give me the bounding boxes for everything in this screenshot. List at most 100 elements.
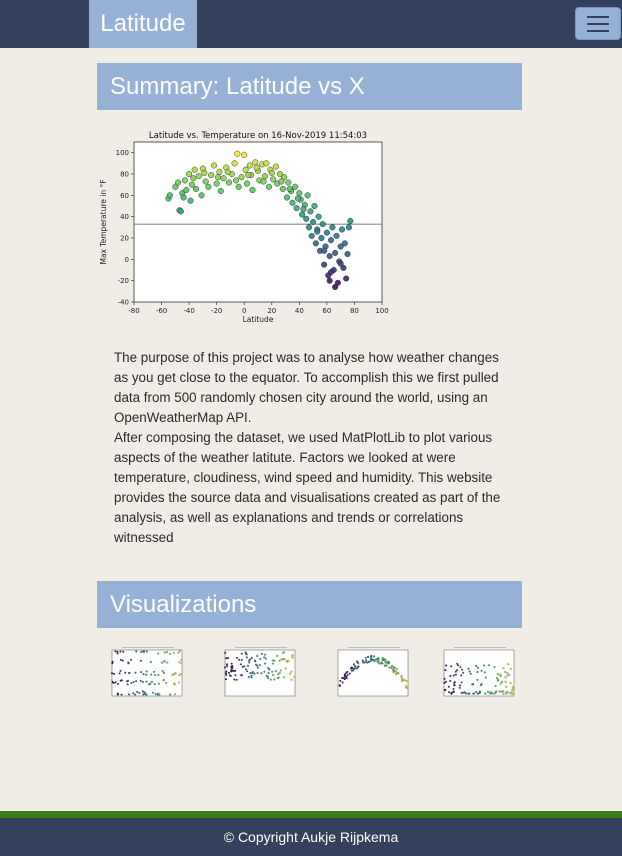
data-point [283, 194, 290, 201]
thumbnail-point [234, 674, 237, 677]
thumbnail-point [290, 678, 293, 681]
data-point [242, 166, 249, 173]
thumbnail-point [120, 693, 123, 696]
x-tick-label: -80 [128, 307, 139, 315]
thumbnail-point [153, 674, 156, 677]
data-point [308, 232, 315, 239]
thumbnail-point [512, 692, 515, 695]
thumbnail-point [230, 669, 233, 672]
thumbnail-point [489, 691, 492, 694]
data-point [261, 173, 268, 180]
thumbnail-point [138, 691, 141, 694]
thumbnail-point [506, 672, 509, 675]
thumbnail-point [284, 667, 287, 670]
thumbnail-point [142, 650, 145, 653]
thumbnail-point [392, 670, 395, 673]
thumbnail-point [179, 673, 182, 676]
thumbnail-point [476, 678, 479, 681]
wind-speed-thumbnail[interactable] [434, 644, 519, 704]
thumbnail-point [132, 681, 135, 684]
data-point [279, 185, 286, 192]
hamburger-icon [587, 15, 609, 18]
data-point [340, 264, 347, 271]
thumbnail-point [140, 650, 143, 653]
thumbnail-point [472, 692, 475, 695]
thumbnail-point [233, 678, 236, 681]
thumbnail-point [173, 682, 176, 685]
thumbnail-point [253, 672, 256, 675]
thumbnail-point [384, 660, 387, 663]
thumbnail-point [484, 676, 487, 679]
brand-link[interactable]: Latitude [89, 0, 197, 48]
thumbnail-point [459, 666, 462, 669]
menu-toggle-button[interactable] [575, 7, 621, 40]
thumbnail-point [134, 693, 137, 696]
thumbnail-point [504, 676, 507, 679]
thumbnail-point [350, 669, 353, 672]
thumbnail-point [457, 664, 460, 667]
cloudiness-thumbnail[interactable] [102, 644, 187, 704]
data-point [321, 247, 328, 254]
thumbnail-point [119, 650, 122, 653]
thumbnail-point [127, 661, 130, 664]
thumbnail-point [153, 683, 156, 686]
data-point [238, 174, 245, 181]
thumbnail-point [453, 683, 456, 686]
x-tick-label: 40 [295, 307, 304, 315]
x-tick-label: 0 [242, 307, 246, 315]
x-tick-label: -40 [183, 307, 194, 315]
thumbnail-point [509, 681, 512, 684]
thumbnail-point [235, 656, 238, 659]
thumbnail-point [444, 669, 447, 672]
thumbnail-point [405, 685, 408, 688]
thumbnail-point [276, 654, 279, 657]
thumbnail-point [272, 662, 275, 665]
y-tick-label: -40 [118, 299, 129, 307]
data-point [337, 260, 344, 267]
thumbnail-point [460, 681, 463, 684]
thumbnail-point [128, 671, 131, 674]
thumbnail-point [443, 677, 446, 680]
thumbnail-point [499, 682, 502, 685]
thumbnail-point [504, 670, 507, 673]
thumbnail-point [505, 692, 508, 695]
thumbnail-point [271, 659, 274, 662]
thumbnail-point [449, 679, 452, 682]
thumbnail-point [392, 666, 395, 669]
thumbnail-point [145, 650, 148, 653]
y-tick-label: 0 [125, 256, 129, 264]
thumbnail-point [135, 680, 138, 683]
thumbnail-point [364, 656, 367, 659]
thumbnail-point [373, 660, 376, 663]
thumbnail-point [117, 682, 120, 685]
thumbnail-point [227, 657, 230, 660]
thumbnail-point [180, 658, 183, 661]
thumbnail-point [243, 665, 246, 668]
summary-paragraph-1: The purpose of this project was to analy… [114, 350, 499, 425]
thumbnail-point [458, 686, 461, 689]
thumbnail-point [177, 651, 180, 654]
thumbnail-point [271, 670, 274, 673]
thumbnail-point [352, 667, 355, 670]
summary-heading: Summary: Latitude vs X [97, 63, 522, 110]
thumbnail-point [258, 664, 261, 667]
temperature-thumbnail[interactable] [328, 644, 413, 704]
thumbnail-point [468, 692, 471, 695]
data-point [276, 170, 284, 178]
thumbnail-point [339, 679, 342, 682]
thumbnail-point [506, 674, 509, 677]
thumbnail-point [480, 669, 483, 672]
thumbnail-point [483, 671, 486, 674]
hamburger-icon-line [587, 22, 609, 25]
thumbnail-point [266, 675, 269, 678]
thumbnail-point [453, 681, 456, 684]
data-point [343, 275, 350, 282]
thumbnail-point [230, 662, 233, 665]
thumbnail-point [111, 672, 114, 675]
data-point [296, 190, 303, 197]
data-point [253, 164, 260, 171]
thumbnail-point [491, 692, 494, 695]
thumbnail-point [268, 667, 271, 670]
humidity-thumbnail[interactable] [215, 644, 300, 704]
data-point [314, 228, 321, 235]
